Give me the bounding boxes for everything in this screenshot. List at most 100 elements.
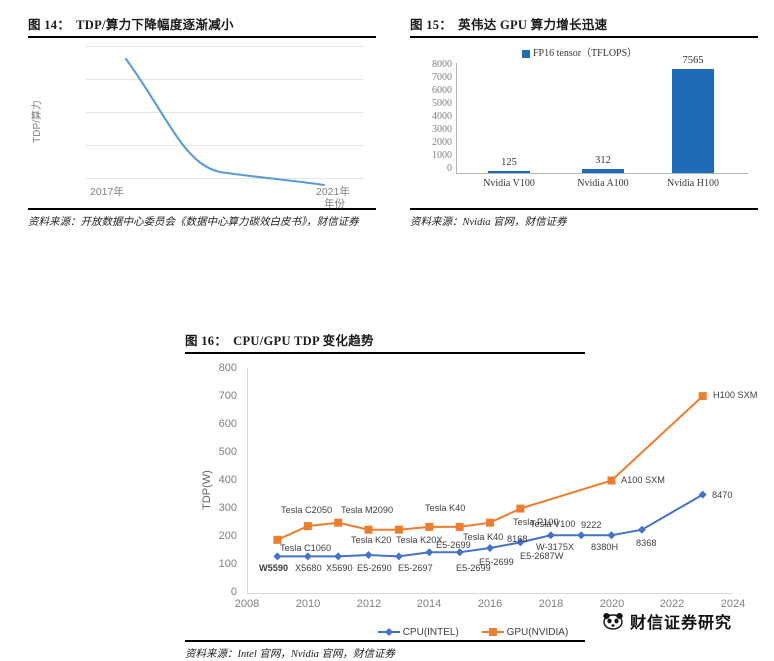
figure-14-number: 图 14： [28,18,71,32]
xtick: 2018 [538,598,564,610]
xtick: 2010 [295,598,321,610]
legend-item-cpu: CPU(INTEL) [377,627,462,638]
xtick: 2008 [234,598,260,610]
xtick: 2022 [659,598,685,610]
legend-label-gpu: GPU(NVIDIA) [506,627,569,638]
ytick: 600 [218,418,237,430]
y-axis-line [456,63,457,174]
figure-14-title: 图 14： TDP/算力下降幅度逐渐减小 [28,14,376,38]
gridline [86,178,364,179]
x-axis-line [247,593,733,594]
ytick: 300 [218,502,237,514]
figure-14-x-end-label: 2021年 [316,186,350,198]
cpu-intel-markers [273,490,707,561]
gpu-nvidia-line [276,395,704,541]
figure-15-legend: FP16 tensor（TFLOPS） [522,44,637,59]
point-label-tesla-p100: Tesla P100 [513,517,559,527]
xtick: 2020 [599,598,625,610]
figure-14-chart: TDP/算力 2017年 2021年 年份 [28,38,376,210]
figure-15-title: 图 15： 英伟达 GPU 算力增长迅速 [410,14,758,38]
figure-16: 图 16： CPU/GPU TDP 变化趋势 TDP(W) 800 700 600… [185,330,761,661]
figure-14-source: 资料来源：开放数据中心委员会《数据中心算力碳效白皮书》，财信证券 [28,217,359,228]
figure-14-line-svg [124,57,326,187]
point-label-e5-2699-b: E5-2699 [456,563,491,573]
xtick-nvidia-a100: Nvidia A100 [577,178,629,189]
point-label-9222: 9222 [581,520,602,530]
ytick: 7000 [432,72,452,83]
cpu-intel-line [277,493,704,558]
gridline [86,145,364,146]
xtick: 2014 [416,598,442,610]
figure-15: 图 15： 英伟达 GPU 算力增长迅速 FP16 tensor（TFLOPS） … [410,14,758,231]
gridline [86,112,364,113]
figure-14: 图 14： TDP/算力下降幅度逐渐减小 TDP/算力 2017年 2021年 年… [28,14,376,231]
cpu-legend-marker-icon [377,628,400,637]
bar-value-v100: 125 [501,157,517,168]
ytick: 1000 [432,150,452,161]
legend-swatch-fp16 [522,49,530,58]
ytick: 8000 [432,59,452,70]
ytick: 500 [218,446,237,458]
panda-logo-icon [603,613,623,630]
figure-16-source: 资料来源：Intel 官网，Nvidia 官网，财信证券 [185,649,395,660]
x-axis-line [456,173,748,174]
figure-16-number: 图 16： [185,334,228,348]
figure-16-legend: CPU(INTEL) GPU(NVIDIA) [185,627,761,638]
figure-16-title-text: CPU/GPU TDP 变化趋势 [233,334,374,348]
bar-value-h100: 7565 [682,55,704,66]
xtick-nvidia-v100: Nvidia V100 [483,178,535,189]
point-label-tesla-k40-b: Tesla K40 [463,532,504,542]
legend-label-fp16: FP16 tensor（TFLOPS） [533,48,638,59]
figure-14-bottom-rule [28,208,376,210]
ytick: 4000 [432,111,452,122]
point-label-tesla-c2050: Tesla C2050 [281,505,333,515]
ytick: 800 [218,362,237,374]
ytick: 700 [218,390,237,402]
figure-14-x-axis-name: 年份 [324,198,345,210]
xtick: 2016 [477,598,503,610]
point-label-h100-sxm: H100 SXM [713,390,758,400]
point-label-e5-2699-c: E5-2699 [479,557,514,567]
point-label-8470: 8470 [712,490,733,500]
tdp-per-compute-line [124,57,326,187]
gridline [86,79,364,80]
figure-15-title-text: 英伟达 GPU 算力增长迅速 [458,18,608,32]
gpu-legend-marker-icon [481,628,504,637]
point-label-tesla-v100: Tesla V100 [530,519,576,529]
point-label-8380h: 8380H [591,542,619,552]
figure-16-bottom-rule [185,640,585,642]
point-label-e5-2690: E5-2690 [357,563,392,573]
point-label-e5-2697: E5-2697 [398,563,433,573]
bar-nvidia-h100 [672,69,714,173]
point-label-e5-2687w: E5-2687W [520,551,564,561]
ytick: 0 [447,163,452,174]
ytick: 5000 [432,98,452,109]
point-label-x5680: X5680 [295,563,322,573]
y-axis-line [247,368,248,593]
point-label-tesla-m2090: Tesla M2090 [341,505,394,515]
point-label-tesla-k20: Tesla K20 [351,535,392,545]
figure-16-title: 图 16： CPU/GPU TDP 变化趋势 [185,330,585,354]
bar-value-a100: 312 [595,155,611,166]
point-label-a100-sxm: A100 SXM [621,475,665,485]
ytick: 0 [230,586,237,598]
point-label-tesla-c1060: Tesla C1060 [280,543,332,553]
gridline [86,46,364,47]
figure-15-chart: FP16 tensor（TFLOPS） 8000 7000 6000 5000 … [410,38,758,208]
gpu-nvidia-markers [273,392,707,544]
xtick: 2012 [356,598,382,610]
point-label-e5-2699-a: E5-2699 [436,540,471,550]
figure-14-title-text: TDP/算力下降幅度逐渐减小 [76,18,234,32]
ytick: 100 [218,558,237,570]
ytick: 3000 [432,124,452,135]
point-label-x5690: X5690 [326,563,353,573]
watermark-text: 财信证券研究 [630,615,733,632]
point-label-8168: 8168 [507,534,528,544]
point-label-w5590: W5590 [259,563,289,573]
figure-16-series-svg [273,392,707,561]
point-label-tesla-k20x: Tesla K20X [396,535,443,545]
legend-label-cpu: CPU(INTEL) [402,627,459,638]
xtick: 2024 [720,598,746,610]
xtick-nvidia-h100: Nvidia H100 [667,178,719,189]
